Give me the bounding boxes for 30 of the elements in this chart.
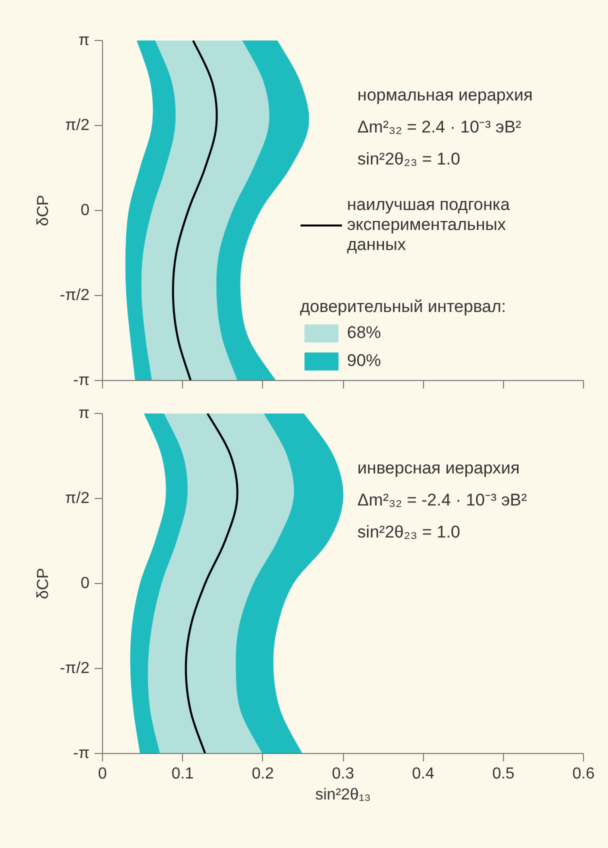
y-tick-label: -π/2 — [60, 287, 90, 304]
y-axis-title: δCP — [34, 194, 52, 226]
legend-label: 90% — [347, 351, 382, 371]
y-tick-label: -π/2 — [60, 660, 90, 677]
y-tick-label: π/2 — [65, 117, 90, 134]
legend-label: 68% — [347, 323, 382, 343]
annotation: sin²2θ₂₃ = 1.0 — [357, 149, 460, 168]
annotation: sin²2θ₂₃ = 1.0 — [357, 522, 460, 542]
y-tick-label: 0 — [80, 202, 90, 219]
y-tick-label: π — [78, 32, 90, 49]
x-axis-title: sin²2θ₁₃ — [315, 786, 371, 804]
y-tick-label: -π — [73, 372, 90, 389]
x-tick-label: 0.5 — [492, 766, 515, 782]
y-axis-title: δCP — [34, 568, 52, 600]
annotation: Δm²₃₂ = -2.4 · 10⁻³ эВ² — [357, 490, 528, 510]
y-tick-label: π — [78, 405, 90, 422]
legend-title: доверительный интервал: — [300, 297, 506, 317]
annotation: Δm²₃₂ = 2.4 · 10⁻³ эВ² — [357, 117, 522, 136]
legend-label: наилучшая подгонка экспериментальных данных — [347, 195, 510, 255]
annotation: инверсная иерархия — [357, 458, 520, 478]
annotation: нормальная иерархия — [357, 85, 533, 104]
x-tick-label: 0.1 — [172, 766, 194, 782]
y-tick-label: 0 — [80, 575, 90, 592]
x-tick-label: 0.2 — [252, 766, 274, 782]
x-tick-label: 0.6 — [572, 766, 595, 782]
y-tick-label: π/2 — [65, 490, 90, 507]
x-tick-label: 0.4 — [412, 766, 434, 782]
y-tick-label: -π — [73, 745, 90, 762]
x-tick-label: 0.3 — [332, 766, 354, 782]
x-tick-label: 0 — [98, 766, 108, 782]
